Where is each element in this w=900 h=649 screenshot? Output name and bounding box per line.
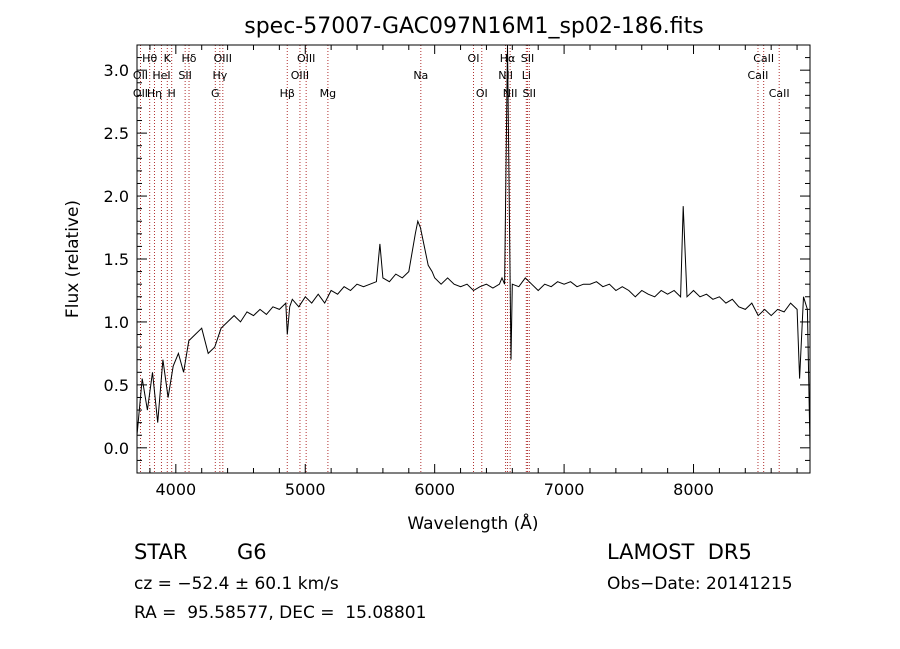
line-label: Hδ [182,52,197,65]
y-tick-label: 0.5 [104,376,129,395]
spectral-subclass: G6 [237,540,267,564]
line-label: H [168,87,176,100]
x-tick-label: 7000 [544,480,585,499]
line-label: Mg [320,87,336,100]
line-label: OI [468,52,480,65]
x-axis-ticks: 4000 5000 6000 7000 8000 [149,45,798,499]
y-tick-label: 0.0 [104,439,129,458]
line-label: G [211,87,220,100]
line-label: NII [498,69,513,82]
line-label: CaII [748,69,769,82]
line-label: OIII [297,52,315,65]
object-type: STAR [134,540,188,564]
line-label: CaII [753,52,774,65]
line-label: Li [522,69,531,82]
line-label: NII [503,87,518,100]
y-axis-label: Flux (relative) [63,200,83,318]
line-label: Hγ [212,69,227,82]
observation-date: Obs−Date: 20141215 [607,574,793,594]
line-label: Hθ [142,52,157,65]
line-label: K [164,52,172,65]
line-label: OI [476,87,488,100]
y-tick-label: 1.0 [104,313,129,332]
x-tick-label: 4000 [155,480,196,499]
line-label: Na [413,69,428,82]
line-label: SII [523,87,536,100]
x-axis-label: Wavelength (Å) [407,512,538,534]
emission-line-markers [139,45,780,473]
y-tick-label: 3.0 [104,61,129,80]
coordinates: RA = 95.58577, DEC = 15.08801 [134,603,427,623]
line-label: SII [521,52,534,65]
chart-title: spec-57007-GAC097N16M1_sp02-186.fits [244,14,704,39]
line-label: OIII [214,52,232,65]
line-label: OII [133,69,148,82]
redshift-velocity: cz = −52.4 ± 60.1 km/s [134,574,339,594]
line-label: Hη [147,87,162,100]
line-label: HeI [152,69,170,82]
y-axis-ticks: 0.0 0.5 1.0 1.5 2.0 2.5 3.0 [104,57,810,461]
y-tick-label: 1.5 [104,250,129,269]
line-label: Hβ [280,87,295,100]
line-label: OIII [291,69,309,82]
line-label: OII [133,87,148,100]
spectrum-series [136,44,811,448]
x-tick-label: 8000 [673,480,714,499]
x-tick-label: 6000 [414,480,455,499]
x-tick-label: 5000 [285,480,326,499]
line-label: CaII [769,87,790,100]
y-tick-label: 2.5 [104,124,129,143]
line-label: SII [178,69,191,82]
y-tick-label: 2.0 [104,187,129,206]
survey-name: LAMOST DR5 [607,540,752,564]
spectrum-line [136,44,811,448]
